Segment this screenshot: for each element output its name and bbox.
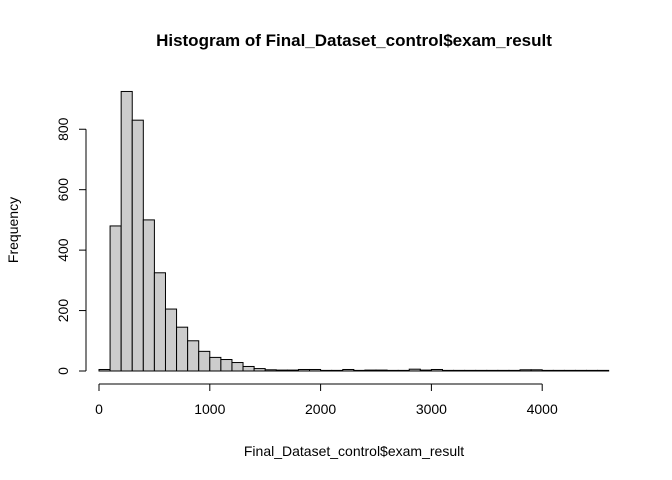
histogram-bar <box>464 369 477 372</box>
histogram-bar <box>397 369 410 372</box>
y-tick-label: 200 <box>55 299 71 323</box>
histogram-bar <box>187 340 200 372</box>
y-tick-label: 400 <box>55 238 71 262</box>
x-tick-label: 3000 <box>416 401 447 417</box>
histogram-bar <box>530 369 543 372</box>
histogram-bar <box>453 369 466 372</box>
histogram-bar <box>131 119 144 372</box>
histogram-bar <box>342 368 355 372</box>
histogram-bar <box>297 368 311 372</box>
histogram-bar <box>386 369 399 372</box>
histogram-bar <box>486 369 499 372</box>
chart-title: Histogram of Final_Dataset_control$exam_… <box>156 31 552 50</box>
histogram-bar <box>519 369 532 372</box>
histogram-bar <box>120 90 133 372</box>
y-tick-label: 600 <box>55 178 71 202</box>
histogram-bar <box>419 369 432 372</box>
histogram-bar <box>153 272 166 372</box>
histogram-bar <box>441 369 455 372</box>
histogram-bar <box>209 356 222 372</box>
histogram-bar <box>286 369 299 372</box>
x-axis: 0 1000 2000 3000 4000 <box>95 383 558 417</box>
histogram-bars <box>98 90 610 372</box>
histogram-bar <box>253 368 266 372</box>
x-tick-label: 2000 <box>305 401 336 417</box>
histogram-bar <box>331 369 344 372</box>
histogram-bar <box>574 369 588 372</box>
histogram-bar <box>563 369 576 372</box>
histogram-bar <box>586 369 599 372</box>
histogram-bar <box>552 369 565 372</box>
histogram-bar <box>353 369 366 372</box>
histogram-bar <box>176 326 189 372</box>
histogram-bar <box>142 219 155 372</box>
histogram-bar <box>475 369 488 372</box>
y-axis: 0 200 400 600 800 <box>55 117 87 375</box>
x-axis-label: Final_Dataset_control$exam_result <box>244 443 464 459</box>
histogram-bar <box>109 225 122 372</box>
histogram-bar <box>164 308 178 372</box>
histogram-bar <box>275 369 288 372</box>
histogram-bar <box>242 365 255 372</box>
y-tick-label: 800 <box>55 117 71 141</box>
histogram-bar <box>375 369 388 372</box>
histogram-bar <box>264 369 277 372</box>
x-tick-label: 4000 <box>527 401 558 417</box>
histogram-bar <box>364 369 377 372</box>
histogram-bar <box>497 369 510 372</box>
histogram-bar <box>430 368 443 372</box>
histogram-bar <box>541 369 554 372</box>
histogram-bar <box>597 369 610 372</box>
y-tick-label: 0 <box>55 367 71 375</box>
histogram-bar <box>220 359 233 372</box>
x-tick-label: 1000 <box>194 401 225 417</box>
histogram-bar <box>198 350 211 372</box>
histogram-bar <box>98 368 111 372</box>
histogram-bar <box>231 362 244 372</box>
histogram-bar <box>309 368 322 372</box>
histogram-bar <box>408 368 421 372</box>
x-tick-label: 0 <box>95 401 103 417</box>
histogram-bar <box>320 369 333 372</box>
histogram-bar <box>508 369 521 372</box>
y-axis-label: Frequency <box>5 197 21 263</box>
